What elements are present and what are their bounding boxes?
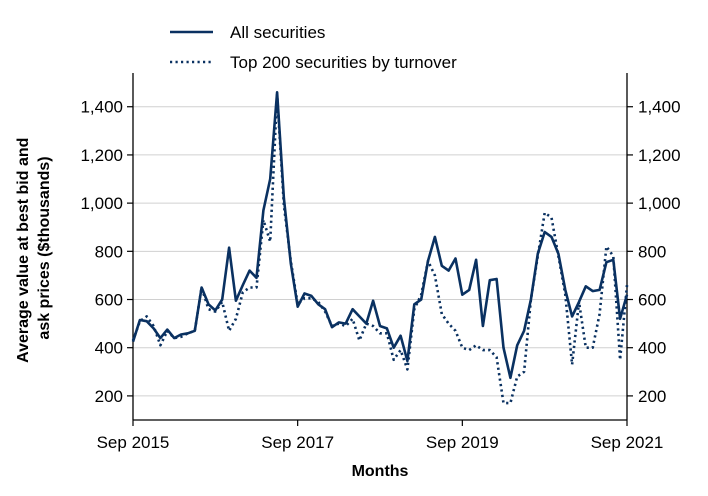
- legend-label-all-securities: All securities: [230, 23, 325, 42]
- series-line-all-securities: [131, 91, 629, 380]
- y-tick-label-left: 200: [95, 387, 123, 406]
- y-tick-label-right: 1,200: [638, 146, 681, 165]
- legend: All securities Top 200 securities by tur…: [170, 23, 457, 72]
- x-tick-label: Sep 2021: [591, 433, 664, 452]
- y-tick-label-right: 400: [638, 339, 666, 358]
- y-tick-label-left: 1,000: [80, 194, 123, 213]
- axes: [132, 73, 628, 421]
- x-tick-label: Sep 2015: [97, 433, 170, 452]
- gridlines: [133, 106, 627, 397]
- x-axis-title: Months: [352, 463, 409, 480]
- y-tick-label-right: 1,400: [638, 98, 681, 117]
- y-tick-label-left: 1,400: [80, 98, 123, 117]
- y-tick-label-right: 600: [638, 291, 666, 310]
- y-axis-title-line-2: ask prices ($thousands): [36, 156, 53, 339]
- x-tick-label: Sep 2017: [261, 433, 334, 452]
- y-axis-title-line-1: Average value at best bid and: [15, 138, 32, 363]
- y-tick-label-left: 600: [95, 291, 123, 310]
- series-line-top-200: [131, 93, 629, 405]
- y-tick-label-right: 800: [638, 242, 666, 261]
- y-tick-label-left: 1,200: [80, 146, 123, 165]
- y-axis-title: Average value at best bid and ask prices…: [15, 133, 53, 363]
- x-ticks: Sep 2015 Sep 2017 Sep 2019 Sep 2021: [97, 420, 664, 452]
- series-lines: [131, 91, 629, 405]
- legend-label-top-200: Top 200 securities by turnover: [230, 53, 457, 72]
- y-tick-label-left: 400: [95, 339, 123, 358]
- y-tick-label-right: 200: [638, 387, 666, 406]
- y-tick-label-right: 1,000: [638, 194, 681, 213]
- y-tick-label-left: 800: [95, 242, 123, 261]
- y-ticks: 200 200 400 400 600 600 800 800 1,000 1,000 1,200 1…: [80, 98, 680, 406]
- x-tick-label: Sep 2019: [426, 433, 499, 452]
